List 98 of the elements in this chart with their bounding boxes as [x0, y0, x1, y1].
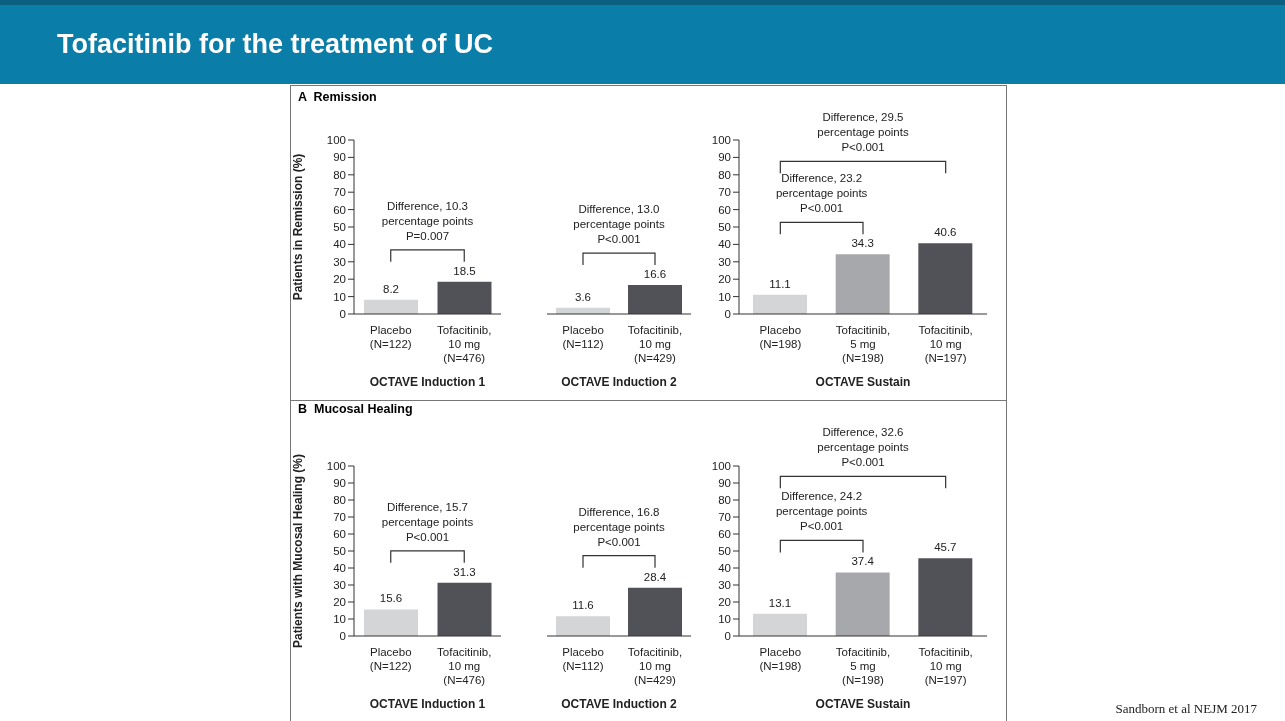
y-tick-label: 60: [718, 203, 731, 216]
data-label: 11.1: [769, 277, 791, 290]
x-tick-label: Placebo (N=198): [759, 324, 802, 350]
data-label: 45.7: [934, 541, 957, 554]
data-label: 40.6: [934, 226, 957, 239]
chart-subtitle: A Remission: [298, 90, 377, 104]
x-tick-label: Placebo (N=122): [369, 324, 412, 350]
y-tick-label: 90: [333, 151, 346, 164]
x-tick-label: Tofacitinib, 10 mg (N=476): [437, 646, 492, 686]
bar: [835, 254, 890, 314]
x-tick-label: Placebo (N=122): [369, 646, 412, 672]
x-axis-title: OCTAVE Induction 1: [369, 375, 486, 389]
annotation: Difference, 13.0 percentage points P<0.001: [573, 203, 665, 246]
data-label: 16.6: [643, 268, 667, 281]
y-tick-label: 30: [333, 255, 346, 268]
y-tick-label: 10: [333, 290, 346, 303]
x-axis-title: OCTAVE Induction 1: [369, 697, 486, 711]
bar: [835, 572, 890, 636]
y-tick-label: 0: [724, 630, 731, 643]
x-tick-label: Tofacitinib, 10 mg (N=429): [627, 324, 683, 364]
x-axis-title: OCTAVE Induction 2: [561, 697, 678, 711]
x-tick-label: Tofacitinib, 5 mg (N=198): [835, 646, 891, 686]
annotation: Difference, 15.7 percentage points P<0.001: [381, 500, 474, 543]
y-tick-label: 30: [333, 579, 346, 592]
annotation: Difference, 24.2 percentage points P<0.001: [775, 490, 868, 533]
y-tick-label: 50: [718, 545, 731, 558]
bar: [753, 613, 807, 636]
y-tick-label: 30: [718, 255, 731, 268]
y-tick-label: 0: [339, 308, 346, 321]
y-tick-label: 90: [333, 477, 346, 490]
y-tick-label: 100: [711, 460, 731, 473]
y-tick-label: 80: [718, 494, 731, 507]
y-tick-label: 100: [711, 134, 731, 147]
x-tick-label: Tofacitinib, 10 mg (N=476): [437, 324, 492, 364]
y-tick-label: 10: [718, 290, 731, 303]
data-label: 3.6: [575, 290, 591, 303]
y-tick-label: 80: [718, 168, 731, 181]
y-tick-label: 100: [326, 460, 346, 473]
annotation: Difference, 32.6 percentage points P<0.001: [817, 426, 909, 469]
y-tick-label: 40: [718, 562, 731, 575]
y-tick-label: 20: [333, 273, 346, 286]
y-tick-label: 70: [718, 511, 731, 524]
chart-subtitle: B Mucosal Healing: [298, 402, 413, 416]
data-label: 15.6: [379, 592, 403, 605]
annotation: Difference, 23.2 percentage points P<0.001: [775, 172, 868, 215]
y-tick-label: 50: [333, 545, 346, 558]
x-axis-title: OCTAVE Induction 2: [561, 375, 678, 389]
annotation: Difference, 16.8 percentage points P<0.001: [573, 505, 665, 548]
y-tick-label: 0: [724, 308, 731, 321]
y-tick-label: 10: [718, 613, 731, 626]
y-tick-label: 10: [333, 613, 346, 626]
x-tick-label: Placebo (N=112): [562, 646, 604, 672]
data-label: 18.5: [453, 264, 476, 277]
x-axis-title: OCTAVE Sustain: [815, 375, 911, 389]
data-label: 28.4: [643, 570, 667, 583]
y-tick-label: 0: [339, 630, 346, 643]
bar: [918, 243, 973, 314]
y-tick-label: 50: [718, 221, 731, 234]
x-tick-label: Tofacitinib, 10 mg (N=197): [918, 324, 973, 364]
y-tick-label: 40: [718, 238, 731, 251]
y-tick-label: 70: [333, 186, 346, 199]
y-tick-label: 40: [333, 562, 346, 575]
data-label: 11.6: [572, 599, 594, 612]
y-tick-label: 60: [333, 203, 346, 216]
x-axis-title: OCTAVE Sustain: [815, 697, 911, 711]
x-tick-label: Tofacitinib, 5 mg (N=198): [835, 324, 891, 364]
y-tick-label: 100: [326, 134, 346, 147]
annotation: Difference, 29.5 percentage points P<0.001: [817, 111, 909, 154]
x-tick-label: Placebo (N=198): [759, 646, 802, 672]
data-label: 31.3: [453, 565, 476, 578]
bar: [753, 294, 807, 314]
y-axis-title: Patients in Remission (%): [291, 153, 305, 301]
x-tick-label: Tofacitinib, 10 mg (N=197): [918, 646, 973, 686]
y-tick-label: 70: [333, 511, 346, 524]
y-tick-label: 60: [333, 528, 346, 541]
y-tick-label: 40: [333, 238, 346, 251]
data-label: 34.3: [851, 237, 874, 250]
x-tick-label: Placebo (N=112): [562, 324, 604, 350]
y-tick-label: 20: [718, 273, 731, 286]
y-tick-label: 80: [333, 494, 346, 507]
y-tick-label: 80: [333, 168, 346, 181]
y-tick-label: 90: [718, 151, 731, 164]
y-tick-label: 60: [718, 528, 731, 541]
y-axis-title: Patients with Mucosal Healing (%): [291, 453, 305, 649]
y-tick-label: 20: [718, 596, 731, 609]
text: Sandborn et al NEJM 2017: [1115, 701, 1257, 717]
y-tick-label: 90: [718, 477, 731, 490]
data-label: 37.4: [851, 555, 875, 568]
x-tick-label: Tofacitinib, 10 mg (N=429): [627, 646, 683, 686]
y-tick-label: 20: [333, 596, 346, 609]
y-tick-label: 70: [718, 186, 731, 199]
data-label: 8.2: [383, 282, 399, 295]
chart-title: Tofacitinib for the treatment of UC: [57, 29, 493, 60]
bar: [918, 558, 973, 636]
annotation: Difference, 10.3 percentage points P=0.007: [381, 199, 474, 242]
y-tick-label: 30: [718, 579, 731, 592]
data-label: 13.1: [768, 596, 792, 609]
y-tick-label: 50: [333, 221, 346, 234]
